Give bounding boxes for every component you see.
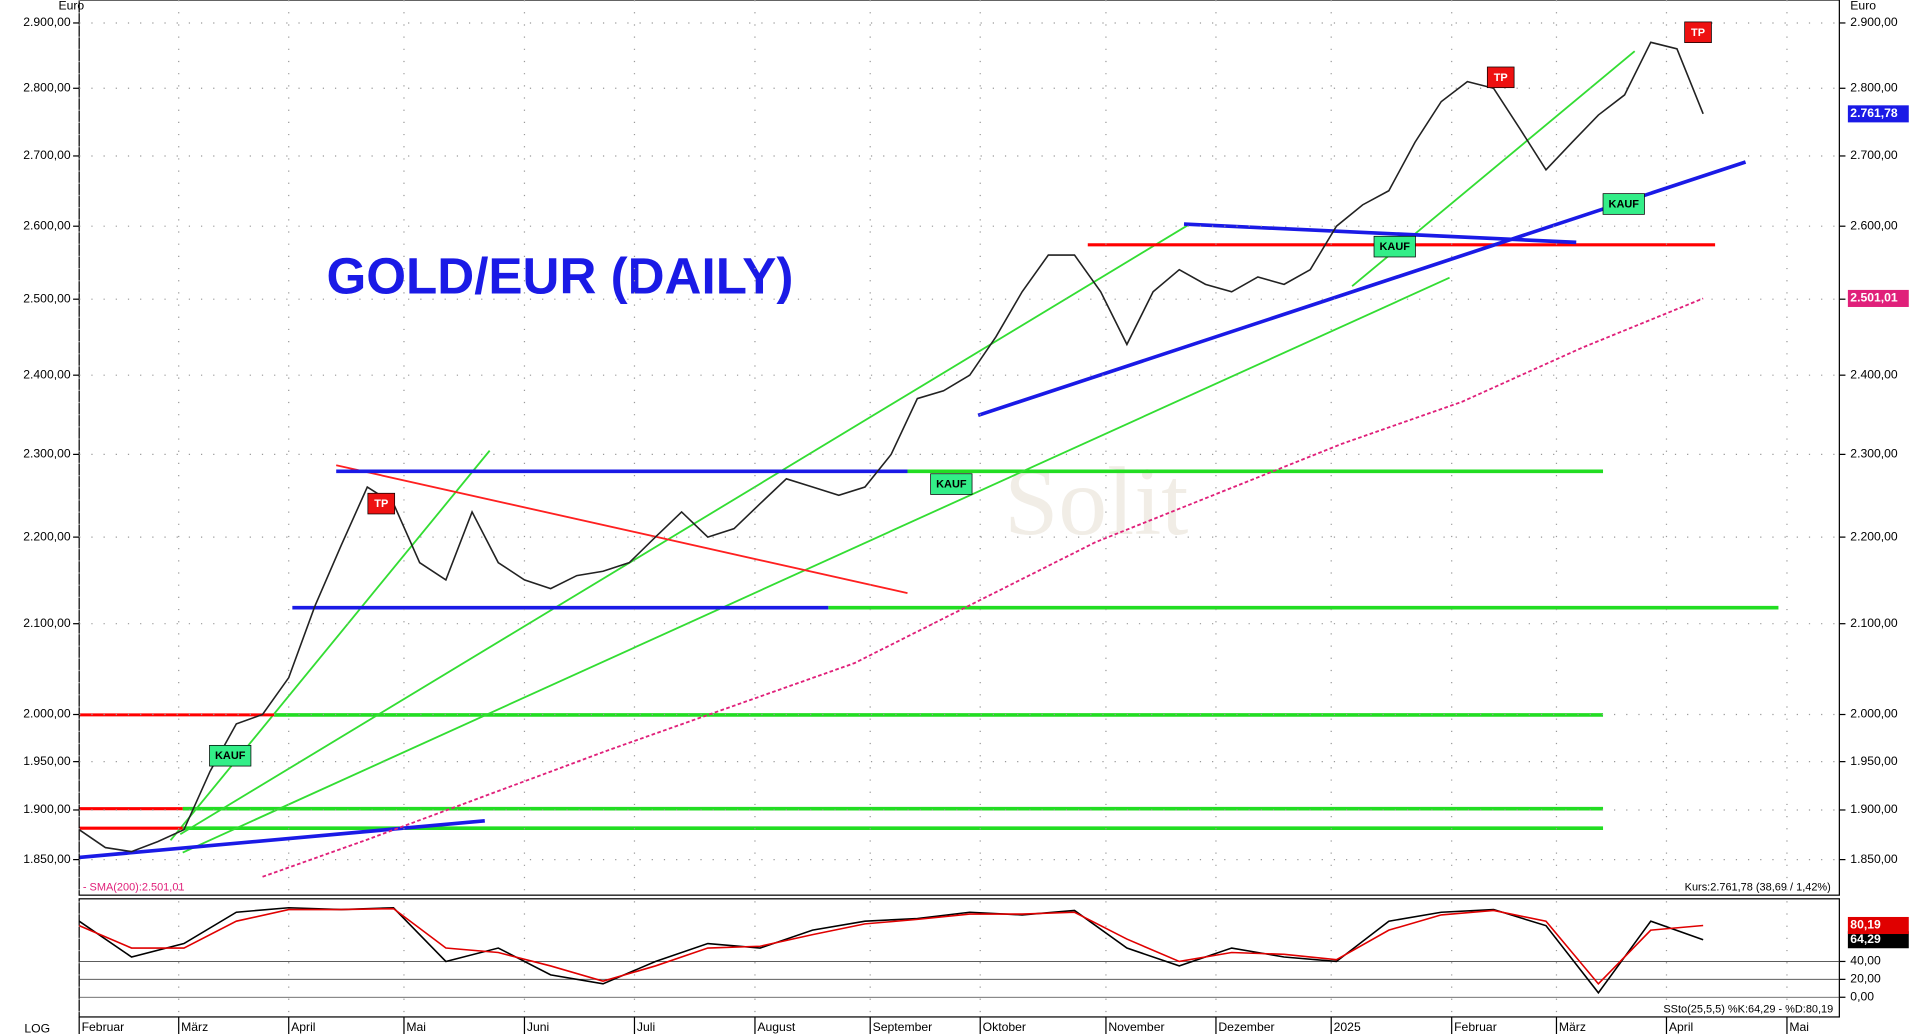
x-tick-label: Oktober xyxy=(983,1020,1026,1034)
x-tick-label: Februar xyxy=(1454,1020,1497,1034)
y-tick-label-right: 20,00 xyxy=(1850,972,1881,986)
y-tick-label-right: 1.950,00 xyxy=(1850,754,1898,768)
y-tick-label-left: 2.400,00 xyxy=(23,367,71,381)
x-tick-label: März xyxy=(1559,1020,1586,1034)
annotation-box xyxy=(209,744,252,767)
y-tick-label-right: 40,00 xyxy=(1850,954,1881,968)
x-tick-label: 2025 xyxy=(1334,1020,1361,1034)
last-value-label: 64,29 xyxy=(1850,932,1881,946)
y-tick-label-left: 2.800,00 xyxy=(23,80,71,94)
series-line xyxy=(78,907,1704,986)
trend-line xyxy=(182,276,1450,854)
trend-line xyxy=(79,819,485,860)
y-tick-label-left: 2.500,00 xyxy=(23,291,71,305)
trend-line xyxy=(179,224,1189,836)
y-tick-label-right: 2.600,00 xyxy=(1850,218,1898,232)
y-tick-label-left: 2.300,00 xyxy=(23,447,71,461)
series-line xyxy=(78,41,1704,853)
price-info: Kurs:2.761,78 (38,69 / 1,42%) xyxy=(1685,882,1831,894)
trend-line xyxy=(169,450,491,841)
y-tick-label-right: 2.000,00 xyxy=(1850,707,1898,721)
y-tick-label-right: 2.300,00 xyxy=(1850,447,1898,461)
y-tick-label-left: 2.000,00 xyxy=(23,707,71,721)
y-tick-label-right: 2.800,00 xyxy=(1850,80,1898,94)
last-value-box xyxy=(1847,105,1909,123)
x-tick-label: April xyxy=(291,1020,315,1034)
last-value-box xyxy=(1847,931,1909,949)
annotation-box xyxy=(1486,66,1515,89)
y-tick-label-left: 2.200,00 xyxy=(23,529,71,543)
y-tick-label-left: 1.850,00 xyxy=(23,852,71,866)
annotation-box xyxy=(1602,193,1645,215)
y-tick-label-left: 2.700,00 xyxy=(23,148,71,162)
annotation-box xyxy=(1684,21,1712,43)
y-tick-label-right: 0,00 xyxy=(1850,989,1874,1003)
annotation-label: KAUF xyxy=(1609,198,1640,210)
last-value-label: 2.761,78 xyxy=(1850,106,1898,120)
last-value-box xyxy=(1847,289,1909,307)
annotation-label: TP xyxy=(1691,27,1705,39)
y-axis-title: Euro xyxy=(1850,0,1876,12)
y-tick-label-right: 1.850,00 xyxy=(1850,852,1898,866)
x-tick-label: April xyxy=(1669,1020,1693,1034)
y-tick-label-left: 2.600,00 xyxy=(23,218,71,232)
y-tick-label-right: 2.400,00 xyxy=(1850,367,1898,381)
annotation-label: KAUF xyxy=(215,750,246,762)
last-value-label: 2.501,01 xyxy=(1850,291,1898,305)
x-tick-label: November xyxy=(1108,1020,1164,1034)
x-tick-label: Februar xyxy=(82,1020,125,1034)
trend-line xyxy=(1183,222,1577,245)
x-tick-label: Juli xyxy=(637,1020,655,1034)
x-tick-label: Mai xyxy=(406,1020,426,1034)
oscillator-panel-frame xyxy=(78,898,1840,1018)
y-tick-label-right: 2.700,00 xyxy=(1850,148,1898,162)
legend: SSto(25,5,5) %K:64,29 - %D:80,19 xyxy=(1663,1004,1833,1016)
y-tick-label-left: 2.100,00 xyxy=(23,616,71,630)
chart-title: GOLD/EUR (DAILY) xyxy=(326,248,793,305)
watermark: Solit xyxy=(1004,448,1188,556)
annotation-label: KAUF xyxy=(1380,241,1411,253)
scale-label: LOG xyxy=(24,1021,50,1034)
x-tick-label: August xyxy=(757,1020,796,1034)
last-value-box xyxy=(1847,916,1909,935)
annotation-box xyxy=(1373,235,1416,258)
y-axis-title: Euro xyxy=(58,0,84,12)
x-tick-label: Juni xyxy=(527,1020,549,1034)
legend: - SMA(200):2.501,01 xyxy=(83,882,185,894)
y-tick-label-left: 1.950,00 xyxy=(23,754,71,768)
x-tick-label: Dezember xyxy=(1218,1020,1274,1034)
y-tick-label-left: 2.900,00 xyxy=(23,15,71,29)
x-tick-label: Mai xyxy=(1789,1020,1809,1034)
annotation-label: TP xyxy=(374,498,388,510)
annotation-label: KAUF xyxy=(936,479,967,491)
trend-line xyxy=(335,464,908,595)
annotation-box xyxy=(930,473,973,495)
y-tick-label-left: 1.900,00 xyxy=(23,802,71,816)
annotation-label: TP xyxy=(1494,72,1508,84)
y-tick-label-right: 2.900,00 xyxy=(1850,15,1898,29)
y-tick-label-right: 2.200,00 xyxy=(1850,529,1898,543)
series-line xyxy=(262,297,1704,878)
price-panel-frame xyxy=(78,0,1840,896)
x-tick-label: März xyxy=(181,1020,208,1034)
last-value-label: 80,19 xyxy=(1850,918,1881,932)
y-tick-label-right: 2.100,00 xyxy=(1850,616,1898,630)
x-tick-label: September xyxy=(873,1020,933,1034)
y-tick-label-right: 1.900,00 xyxy=(1850,802,1898,816)
annotation-box xyxy=(367,492,396,515)
